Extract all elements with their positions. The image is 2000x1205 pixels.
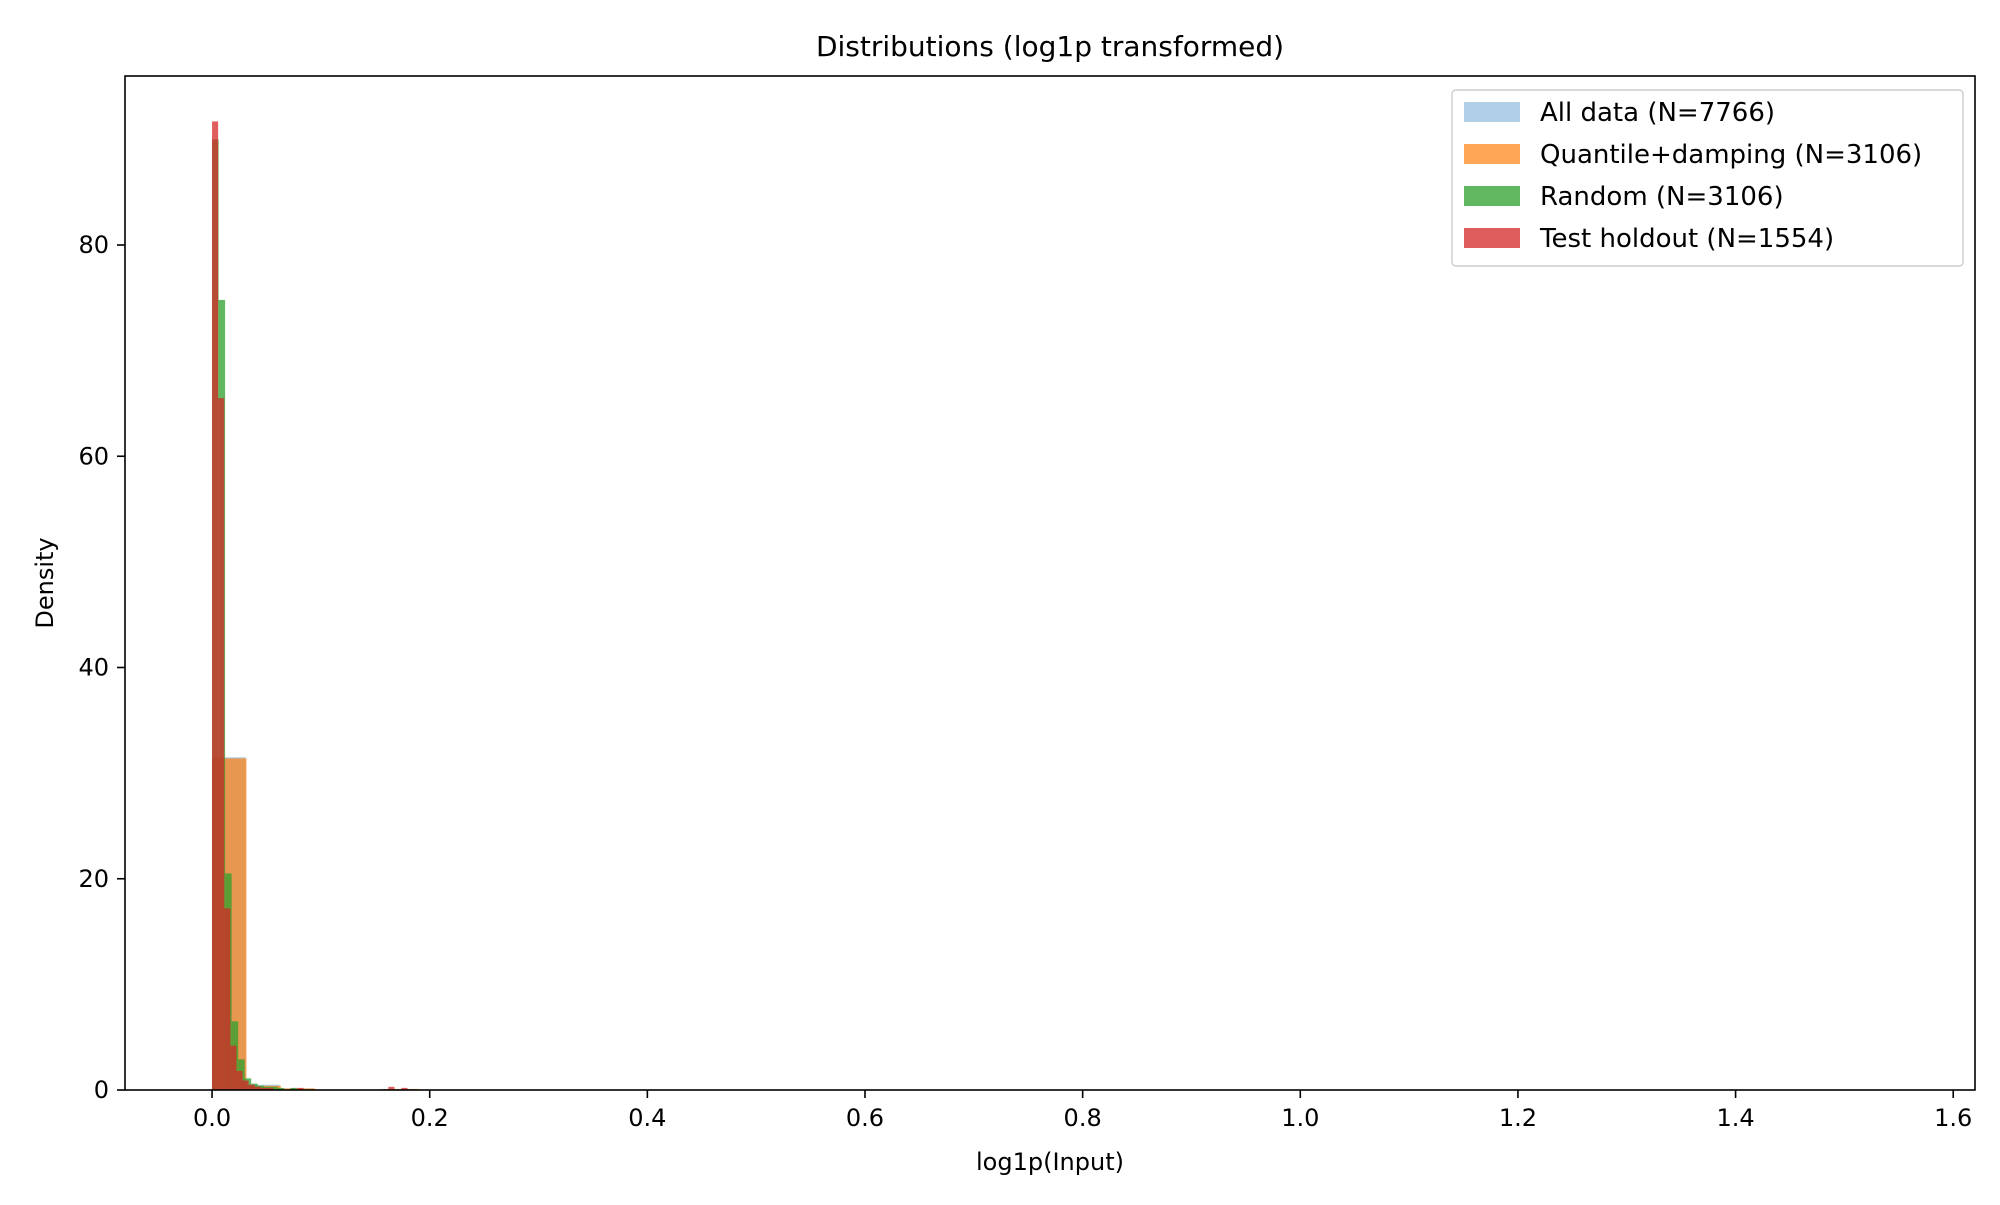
bars-layer xyxy=(212,121,482,1091)
y-tick-label: 60 xyxy=(78,442,109,470)
legend-items: All data (N=7766) Quantile+damping (N=310… xyxy=(1464,98,1922,254)
histogram-bar xyxy=(260,1087,267,1090)
histogram-bar xyxy=(212,121,219,1090)
legend-label: All data (N=7766) xyxy=(1540,98,1775,128)
y-axis-ticks: 0 20 40 60 80 xyxy=(78,231,125,1104)
x-tick-label: 1.4 xyxy=(1717,1104,1755,1132)
x-tick-label: 0.2 xyxy=(411,1104,449,1132)
histogram-bar xyxy=(290,1087,297,1090)
legend-swatch xyxy=(1464,102,1520,122)
x-tick-label: 1.0 xyxy=(1281,1104,1319,1132)
histogram-bar xyxy=(224,908,231,1090)
x-tick-label: 0.6 xyxy=(846,1104,884,1132)
histogram-bar xyxy=(248,1084,255,1090)
y-tick-label: 20 xyxy=(78,865,109,893)
legend-frame xyxy=(1451,89,1964,267)
x-tick-label: 0.8 xyxy=(1064,1104,1102,1132)
x-tick-label: 0.0 xyxy=(193,1104,231,1132)
legend-swatch xyxy=(1464,228,1520,248)
y-axis-label: Density xyxy=(31,537,59,628)
x-tick-label: 0.4 xyxy=(628,1104,666,1132)
x-axis-label: log1p(Input) xyxy=(976,1148,1124,1176)
y-tick-label: 0 xyxy=(94,1076,109,1104)
series-4-bars xyxy=(212,121,408,1090)
histogram-bar xyxy=(270,1086,278,1090)
histogram-bar xyxy=(266,1087,273,1090)
histogram-bar xyxy=(230,1045,237,1090)
y-tick-label: 40 xyxy=(78,654,109,682)
legend-swatch xyxy=(1464,144,1520,164)
plot-area-frame xyxy=(124,75,1976,1091)
chart-title: Distributions (log1p transformed) xyxy=(816,30,1284,63)
legend-label: Test holdout (N=1554) xyxy=(1539,224,1834,254)
histogram-bar xyxy=(297,1087,304,1090)
x-axis-ticks: 0.0 0.2 0.4 0.6 0.8 1.0 1.2 1.4 1.6 xyxy=(193,1090,1972,1132)
x-tick-label: 1.2 xyxy=(1499,1104,1537,1132)
histogram-bar xyxy=(277,1087,284,1090)
histogram-bar xyxy=(254,1086,261,1090)
legend: All data (N=7766) Quantile+damping (N=310… xyxy=(1451,89,1964,267)
legend-label: Random (N=3106) xyxy=(1540,182,1784,212)
histogram-bar xyxy=(242,1080,249,1090)
legend-label: Quantile+damping (N=3106) xyxy=(1540,140,1922,170)
histogram-bar xyxy=(236,1070,243,1090)
histogram-bar xyxy=(218,398,225,1090)
histogram-bar xyxy=(401,1087,408,1090)
histogram-bar xyxy=(388,1086,395,1090)
legend-swatch xyxy=(1464,186,1520,206)
x-tick-label: 1.6 xyxy=(1934,1104,1972,1132)
y-tick-label: 80 xyxy=(78,231,109,259)
